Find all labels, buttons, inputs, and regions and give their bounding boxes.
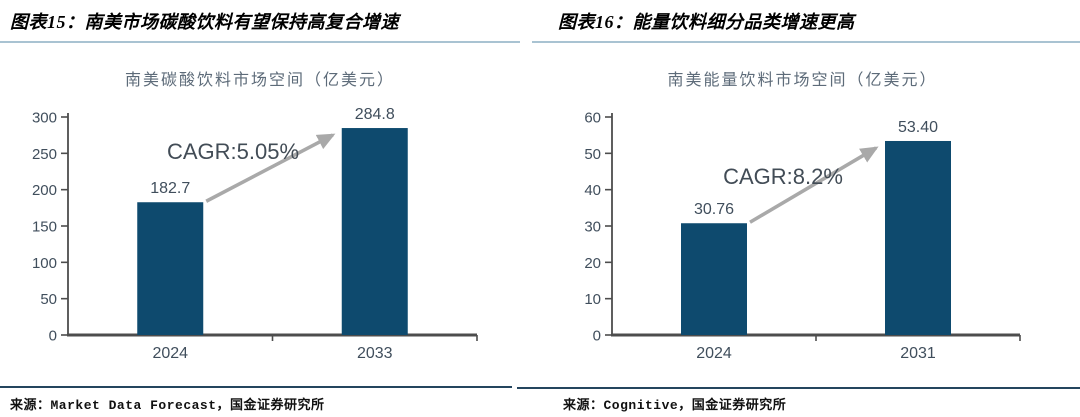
figure15-chart-title: 南美碳酸饮料市场空间（亿美元）	[124, 72, 395, 89]
bar-value-label: 53.40	[898, 119, 938, 136]
y-tick-label: 0	[49, 328, 57, 345]
y-tick-label: 50	[40, 291, 57, 308]
y-tick-label: 250	[32, 146, 57, 163]
y-tick-label: 60	[584, 110, 601, 127]
cagr-annotation: CAGR:5.05%	[167, 139, 299, 164]
x-category-label: 2033	[357, 345, 393, 362]
x-category-label: 2024	[152, 345, 188, 362]
bar-value-label: 182.7	[150, 180, 190, 197]
x-category-label: 2031	[900, 345, 936, 362]
y-tick-label: 30	[584, 219, 601, 236]
bar-2031	[885, 140, 951, 335]
growth-arrow	[205, 133, 336, 203]
bar-2024	[137, 202, 204, 335]
figure15-source: 来源：Market Data Forecast，国金证券研究所	[10, 398, 325, 413]
figure15-bar-chart: 0 50 100 150 200 250 300 182.7 2024 284.8 2033 CAGR…	[32, 106, 478, 362]
figure16-chart-title: 南美能量饮料市场空间（亿美元）	[667, 72, 938, 89]
growth-arrow	[749, 146, 879, 224]
figure16-header: 图表16：能量饮料细分品类增速更高	[558, 12, 855, 32]
bar-2024	[681, 223, 747, 335]
y-tick-label: 150	[32, 219, 57, 236]
figure16-source: 来源：Cognitive，国金证券研究所	[563, 398, 787, 413]
x-category-label: 2024	[696, 345, 732, 362]
y-tick-label: 200	[32, 182, 57, 199]
y-tick-label: 100	[32, 255, 57, 272]
y-tick-label: 10	[584, 291, 601, 308]
y-tick-label: 50	[584, 146, 601, 163]
bar-2033	[341, 128, 408, 335]
figure15-source-rule	[0, 386, 512, 388]
y-tick-label: 40	[584, 182, 601, 199]
figure16-bar-chart: 0 10 20 30 40 50 60 30.76 2024 53.40 2031 CAGR:8.2%	[584, 110, 1021, 362]
figure16-source-rule	[517, 387, 1080, 389]
figure15-header-rule	[0, 41, 520, 43]
y-tick-label: 300	[32, 110, 57, 127]
figure15-header: 图表15：南美市场碳酸饮料有望保持高复合增速	[10, 12, 399, 32]
cagr-annotation: CAGR:8.2%	[723, 164, 843, 189]
figure16-header-rule	[532, 41, 1080, 43]
bar-value-label: 284.8	[355, 106, 395, 123]
y-tick-label: 20	[584, 255, 601, 272]
y-tick-label: 0	[593, 328, 601, 345]
bar-value-label: 30.76	[694, 201, 734, 218]
